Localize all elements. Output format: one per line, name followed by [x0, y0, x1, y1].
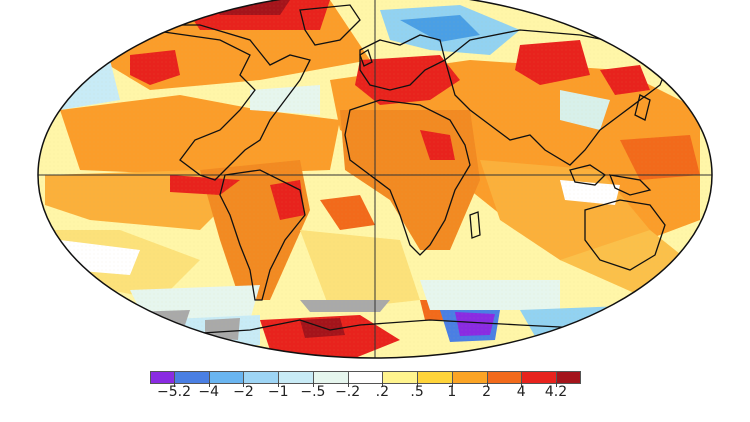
legend-tick-label: −1	[267, 384, 289, 400]
legend-tick	[521, 382, 523, 387]
legend-swatch	[312, 371, 349, 384]
legend-tick	[208, 382, 210, 387]
legend-swatch	[208, 371, 245, 384]
legend-tick	[243, 382, 245, 387]
legend-tick	[556, 382, 557, 387]
legend-tick-label: −.5	[300, 384, 326, 400]
legend-tick-label: 1	[447, 384, 457, 400]
legend-tick-label: −4	[198, 384, 220, 400]
legend-swatch	[556, 371, 581, 384]
legend-tick-label: −5.2	[157, 384, 191, 400]
legend-swatch	[451, 371, 488, 384]
legend-swatch	[486, 371, 523, 384]
legend-swatch	[521, 371, 557, 384]
legend-swatch	[278, 371, 314, 384]
legend-tick	[486, 382, 488, 387]
legend-swatch	[382, 371, 419, 384]
legend-swatch	[347, 371, 384, 384]
legend-tick	[382, 382, 384, 387]
legend-tick	[417, 382, 419, 387]
legend-tick-label: .2	[375, 384, 390, 400]
color-scale-legend: −5.2 −4 −2 −1 −.5 −.2 .2 .5 1 2 4 4.2	[150, 371, 581, 416]
world-map	[37, 0, 713, 359]
legend-swatch	[243, 371, 280, 384]
legend-tick-label: −.2	[335, 384, 361, 400]
legend-tick	[347, 382, 349, 387]
legend-tick-label: −2	[233, 384, 254, 400]
legend-tick-label: 4.2	[544, 384, 568, 400]
legend-tick-label: 2	[482, 384, 491, 400]
anomaly-field	[38, 0, 712, 358]
globe-border	[37, 0, 713, 359]
legend-tick	[451, 382, 453, 387]
legend-swatch	[417, 371, 453, 384]
temperature-anomaly-map	[37, 0, 713, 359]
legend-swatch	[174, 371, 210, 384]
coastlines	[107, 4, 701, 358]
legend-tick	[312, 382, 314, 387]
legend-swatch	[150, 371, 175, 384]
legend-tick	[278, 382, 280, 387]
legend-tick-label: .5	[410, 384, 424, 400]
legend-tick-label: 4	[516, 384, 526, 400]
legend-tick	[174, 382, 175, 387]
